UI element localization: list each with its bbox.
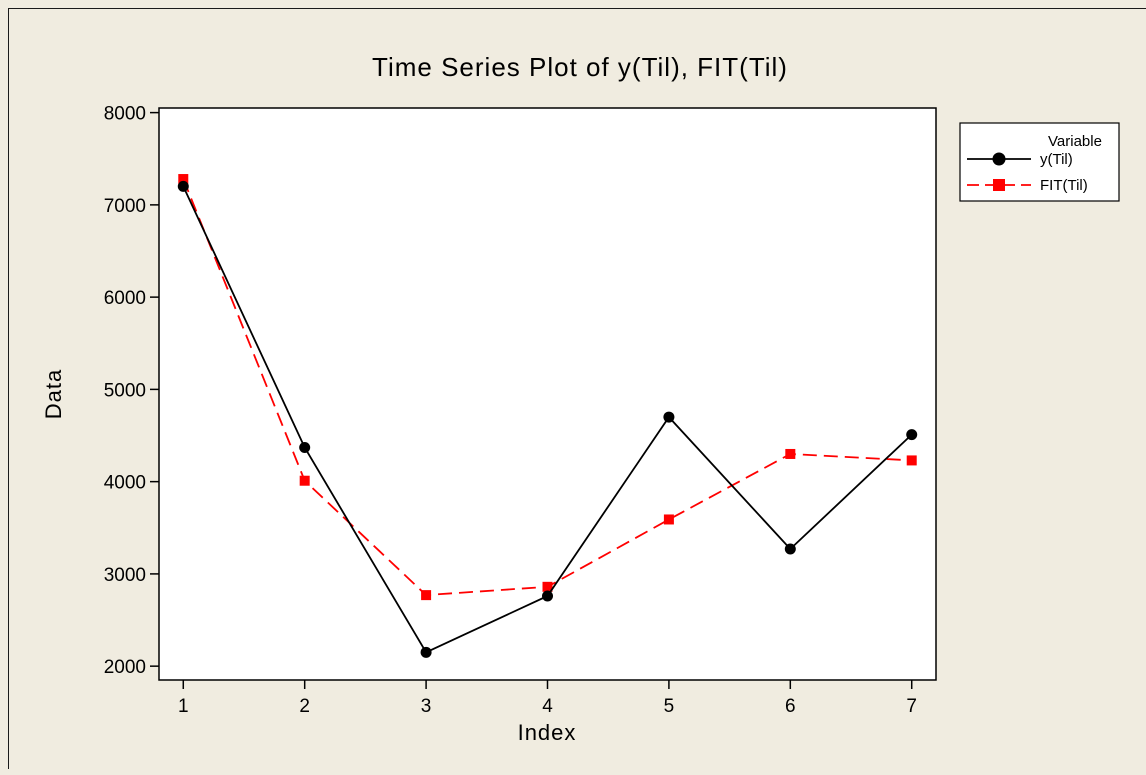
x-tick-label: 7 <box>906 696 917 717</box>
legend-box <box>959 122 1120 202</box>
legend-marker-fit-til <box>993 179 1005 191</box>
series-layer <box>177 174 918 658</box>
chart-svg: Time Series Plot of y(Til), FIT(Til) 200… <box>41 52 1120 745</box>
chart-title: Time Series Plot of y(Til), FIT(Til) <box>372 52 788 82</box>
legend-marker-y-til <box>992 152 1006 166</box>
data-point-y-til <box>784 543 796 555</box>
data-point-fit-til <box>542 581 553 592</box>
x-tick-label: 3 <box>421 696 432 717</box>
data-point-fit-til <box>785 448 796 459</box>
x-axis-label: Index <box>518 720 577 745</box>
y-tick-label: 6000 <box>104 288 146 309</box>
x-tick-label: 4 <box>542 696 553 717</box>
y-tick-label: 5000 <box>104 380 146 401</box>
legend-label-fit-til: FIT(Til) <box>1040 177 1088 194</box>
x-tick-label: 6 <box>785 696 796 717</box>
data-point-fit-til <box>178 174 189 185</box>
y-tick-label: 3000 <box>104 565 146 586</box>
legend-label-y-til: y(Til) <box>1040 151 1073 168</box>
chart-frame: Time Series Plot of y(Til), FIT(Til) 200… <box>8 8 1146 769</box>
x-tick-label: 1 <box>178 696 189 717</box>
x-tick-label: 5 <box>664 696 675 717</box>
data-point-y-til <box>177 180 189 192</box>
legend: Variable y(Til) FIT(Til) <box>959 122 1120 202</box>
data-point-y-til <box>420 646 432 658</box>
data-point-y-til <box>663 411 675 423</box>
data-point-fit-til <box>663 514 674 525</box>
y-tick-label: 2000 <box>104 657 146 678</box>
legend-title: Variable <box>1048 133 1102 150</box>
data-point-y-til <box>299 442 311 454</box>
y-tick-label: 8000 <box>104 104 146 125</box>
y-axis: 2000 3000 4000 5000 6000 7000 8000 <box>104 104 159 678</box>
data-point-y-til <box>542 590 553 602</box>
y-tick-label: 4000 <box>104 473 146 494</box>
y-axis-label: Data <box>41 369 66 419</box>
x-tick-label: 2 <box>299 696 310 717</box>
y-tick-label: 7000 <box>104 196 146 217</box>
data-point-y-til <box>906 429 918 441</box>
data-point-fit-til <box>421 590 432 601</box>
x-axis: 1 2 3 4 5 6 7 <box>178 680 917 717</box>
data-point-fit-til <box>906 455 917 466</box>
data-point-fit-til <box>299 475 310 486</box>
